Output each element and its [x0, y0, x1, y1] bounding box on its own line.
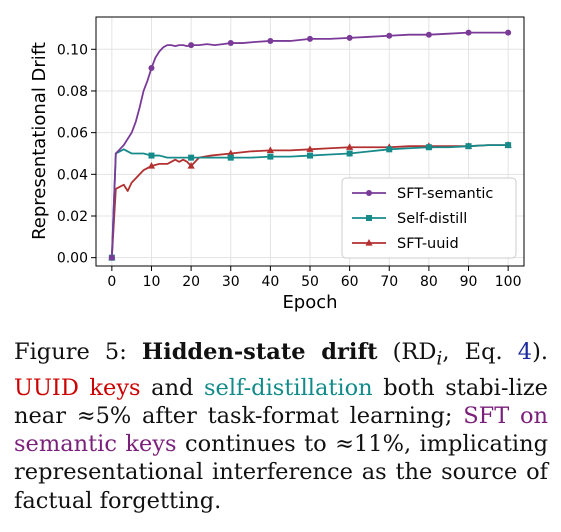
x-tick-label: 30: [222, 274, 240, 290]
caption-text-2: continues to ≈11%, implicating represent…: [14, 431, 548, 514]
figure-label: Figure 5:: [14, 339, 127, 365]
caption-self-distillation: self-distillation: [204, 374, 373, 401]
x-tick-label: 60: [341, 274, 359, 290]
caption-and: and: [140, 374, 204, 401]
x-tick-label: 50: [301, 274, 319, 290]
data-point-sft-semantic: [307, 35, 313, 42]
line-chart: 0 10 20 30 40 50 60 70 80 90 100 0.00 0.02 0.04 0.06 0.…: [29, 16, 525, 313]
data-point-sft-uuid: [187, 161, 195, 169]
legend: SFT-semantic Self-distill SFT-uuid: [341, 177, 517, 259]
figure-caption: Figure 5: Hidden-state drift (RDi, Eq. 4…: [14, 338, 548, 515]
data-point-sft-semantic: [188, 42, 195, 49]
caption-text-1: both stabi-lize near ≈5% after task-form…: [14, 374, 548, 429]
legend-box: [341, 177, 517, 259]
data-point-sft-semantic: [267, 37, 274, 44]
y-tick-label: 0.10: [57, 42, 88, 58]
data-point-self-distill: [307, 152, 313, 159]
x-tick-label: 70: [380, 274, 398, 290]
data-point-self-distill: [386, 146, 393, 153]
ticks: 0 10 20 30 40 50 60 70 80 90 100 0.00 0.02 0.04 0.06 0.…: [57, 42, 522, 290]
series-line-self-distill: [110, 144, 509, 258]
legend-marker-sft-uuid: [365, 239, 373, 246]
x-tick-label: 40: [261, 274, 279, 290]
data-point-sft-semantic: [505, 29, 512, 36]
legend-marker-sft-semantic: [366, 190, 372, 196]
legend-label-sft-uuid: SFT-uuid: [397, 236, 459, 252]
data-point-sft-semantic: [346, 34, 353, 41]
x-tick-label: 90: [460, 274, 478, 290]
data-point-sft-semantic: [227, 40, 234, 47]
data-point-self-distill: [465, 143, 472, 150]
x-axis-label: Epoch: [282, 292, 337, 313]
caption-sft-semantic: SFT on semantic keys: [14, 402, 548, 458]
data-point-sft-uuid: [147, 161, 156, 169]
data-point-self-distill: [267, 153, 274, 160]
data-point-self-distill: [425, 144, 432, 151]
legend-label-self-distill: Self-distill: [397, 211, 467, 227]
data-point-sft-semantic: [465, 29, 472, 36]
x-tick-label: 10: [143, 274, 161, 290]
data-point-self-distill: [227, 154, 234, 161]
x-tick-label: 0: [107, 274, 116, 290]
y-axis-label: Representational Drift: [29, 42, 50, 240]
data-point-sft-uuid: [266, 146, 274, 153]
data-point-self-distill: [188, 154, 195, 161]
series-layer: [108, 29, 512, 261]
caption-paren-open: (RD: [377, 339, 437, 365]
x-tick-label: 20: [182, 274, 200, 290]
x-tick-label: 80: [420, 274, 438, 290]
caption-paren-close: ).: [532, 339, 548, 365]
caption-paren-mid: , Eq.: [442, 339, 518, 365]
data-point-self-distill: [505, 142, 512, 149]
data-point-self-distill: [346, 150, 353, 157]
legend-entry-sft-semantic: SFT-semantic: [352, 186, 493, 202]
x-tick-label: 100: [495, 274, 522, 290]
y-tick-label: 0.00: [57, 251, 88, 267]
legend-label-sft-semantic: SFT-semantic: [397, 186, 493, 202]
equation-ref-link[interactable]: 4: [517, 339, 533, 365]
data-point-sft-uuid: [346, 143, 354, 150]
data-point-sft-uuid: [227, 149, 235, 157]
data-point-sft-semantic: [148, 65, 155, 72]
data-point-self-distill: [148, 152, 155, 159]
y-tick-label: 0.08: [57, 84, 88, 100]
caption-subscript: i: [436, 348, 443, 370]
caption-uuid-keys: UUID keys: [14, 374, 141, 401]
legend-entry-self-distill: Self-distill: [352, 211, 467, 227]
y-tick-label: 0.04: [57, 167, 88, 183]
data-point-sft-semantic: [425, 31, 432, 38]
series-sft-semantic: [108, 29, 512, 261]
data-point-sft-uuid: [306, 145, 314, 152]
series-self-distill: [108, 142, 512, 261]
data-point-sft-semantic: [386, 32, 393, 39]
caption-title: Hidden-state drift: [141, 339, 378, 365]
y-tick-label: 0.02: [57, 209, 88, 225]
legend-marker-self-distill: [366, 215, 372, 221]
y-tick-label: 0.06: [57, 126, 88, 142]
legend-entry-sft-uuid: SFT-uuid: [352, 236, 459, 252]
data-point-sft-semantic: [108, 254, 115, 261]
